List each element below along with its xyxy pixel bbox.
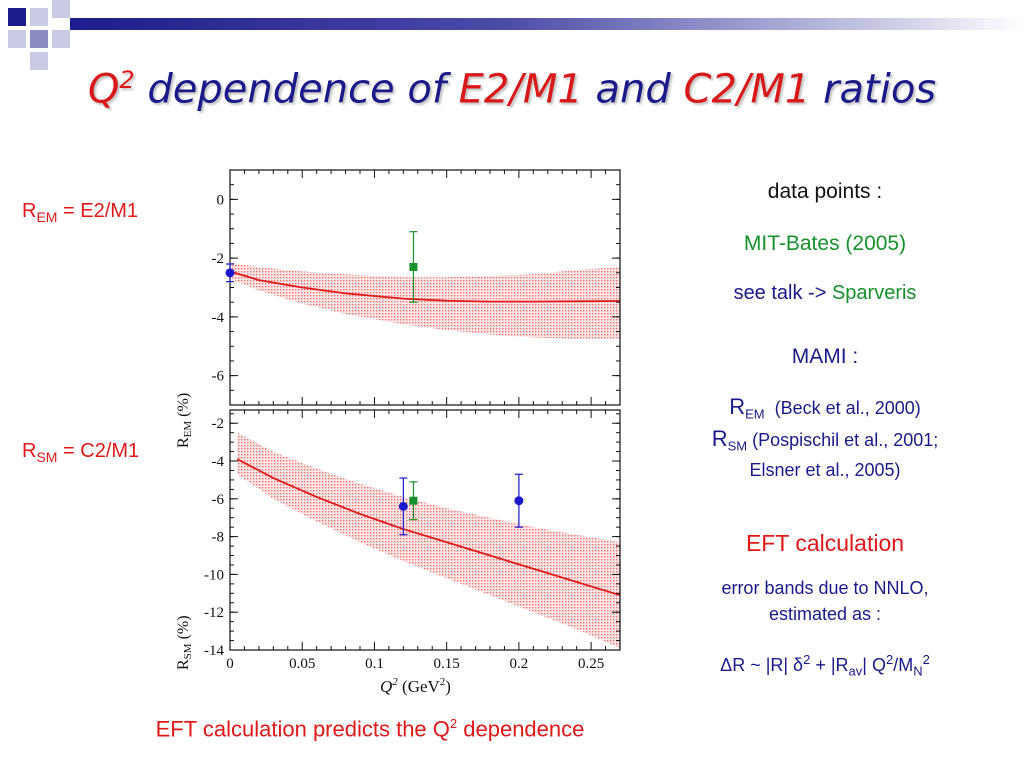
marker-circle (514, 496, 524, 506)
rsm-label: RSM = C2/M1 (22, 440, 140, 465)
error-formula: ΔR ~ |R| δ2 + |Rav| Q2/MN2 (720, 652, 930, 679)
marker-circle (398, 501, 408, 511)
mami-heading: MAMI : (791, 345, 859, 368)
error-band (230, 262, 620, 339)
mami-point (398, 477, 408, 536)
ytick-label: -14 (204, 643, 224, 659)
ytick-label: -4 (212, 454, 225, 470)
eft-heading: EFT calculation (745, 530, 905, 556)
ytick-label: -12 (204, 605, 224, 621)
q2-dependence-chart: 0-2-4-6-2-4-6-8-10-12-140 0.05 0.1 0.15 0.2 0… (175, 169, 621, 696)
plot-frame (229, 409, 621, 651)
top-accent-bar (70, 18, 1024, 30)
marker-circle (225, 268, 235, 278)
elsner-ref: Elsner et al., 2005) (749, 460, 901, 480)
eft-curve (229, 270, 621, 303)
ylabel-rsm: RSM (%) (175, 615, 194, 670)
data-points-heading: data points : (767, 180, 883, 203)
see-talk-line: see talk -> Sparveris (733, 282, 917, 304)
mit-bates-point (409, 231, 418, 303)
bottom-caption: EFT calculation predicts the Q2 dependen… (155, 716, 585, 742)
mami-point (225, 263, 235, 283)
error-bands-text: error bands due to NNLO, (721, 578, 929, 598)
xtick-label: 0.1 (365, 656, 384, 672)
mami-rsm-ref: RSM (Pospischil et al., 2001; (711, 426, 939, 454)
estimated-text: estimated as : (768, 604, 882, 624)
ytick-label: -6 (212, 492, 225, 508)
panel-bottom: -2 -4 -6 -8 -10 -12 -140 0.05 0.1 0.15 0.2 0.25 (204, 409, 621, 672)
xtick-label: 0.2 (510, 656, 529, 672)
panel-top: 0 -2 -4 -6 (212, 169, 621, 406)
eft-curve (236, 458, 621, 597)
ylabel-rem: REM (%) (175, 393, 194, 448)
slide-title: Q2 dependence of E2/M1 and C2/M1 ratios (87, 66, 937, 113)
ytick-label: -2 (212, 251, 225, 267)
xtick-label: 0 (226, 656, 234, 672)
ytick-label: -8 (212, 530, 225, 546)
error-band (237, 432, 620, 649)
xlabel: Q2 (GeV2) (380, 676, 451, 696)
mami-rem-ref: REM (Beck et al., 2000) (729, 394, 921, 422)
marker-square (409, 496, 418, 505)
xtick-label: 0.25 (578, 656, 604, 672)
ytick-label: -2 (212, 416, 225, 432)
rem-label: REM = E2/M1 (22, 200, 139, 225)
mit-bates-point (409, 481, 418, 521)
ytick-label: -4 (212, 310, 225, 326)
xtick-label: 0.15 (434, 656, 460, 672)
marker-square (409, 262, 418, 271)
ytick-label: 0 (217, 192, 225, 208)
xtick-label: 0.05 (289, 656, 315, 672)
ytick-label: -10 (204, 567, 224, 583)
mit-bates-label: MIT-Bates (2005) (743, 232, 907, 255)
ytick-label: -6 (212, 369, 225, 385)
mami-point (514, 473, 524, 528)
